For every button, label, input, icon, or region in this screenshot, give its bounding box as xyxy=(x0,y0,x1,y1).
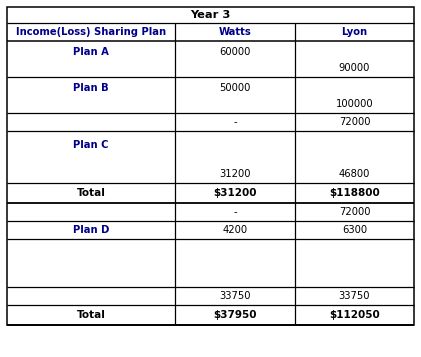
Text: Plan D: Plan D xyxy=(73,225,109,235)
Text: 31200: 31200 xyxy=(219,169,251,179)
Text: 60000: 60000 xyxy=(219,47,250,57)
Text: 4200: 4200 xyxy=(222,225,248,235)
Bar xyxy=(7,7,414,325)
Text: Plan A: Plan A xyxy=(73,47,109,57)
Text: 50000: 50000 xyxy=(219,83,250,93)
Text: 6300: 6300 xyxy=(342,225,367,235)
Text: Income(Loss) Sharing Plan: Income(Loss) Sharing Plan xyxy=(16,27,166,37)
Text: 72000: 72000 xyxy=(339,207,370,217)
Text: Plan C: Plan C xyxy=(73,140,109,150)
Text: -: - xyxy=(233,207,237,217)
Text: 33750: 33750 xyxy=(339,291,370,301)
Text: $112050: $112050 xyxy=(329,310,380,320)
Text: Total: Total xyxy=(77,310,105,320)
Text: 46800: 46800 xyxy=(339,169,370,179)
Text: $118800: $118800 xyxy=(329,188,380,198)
Text: Total: Total xyxy=(77,188,105,198)
Text: 90000: 90000 xyxy=(339,63,370,73)
Text: $31200: $31200 xyxy=(213,188,257,198)
Text: Watts: Watts xyxy=(218,27,251,37)
Text: -: - xyxy=(233,117,237,127)
Text: Plan B: Plan B xyxy=(73,83,109,93)
Text: Year 3: Year 3 xyxy=(190,10,231,20)
Text: $37950: $37950 xyxy=(213,310,257,320)
Text: Lyon: Lyon xyxy=(341,27,368,37)
Text: 72000: 72000 xyxy=(339,117,370,127)
Text: 100000: 100000 xyxy=(336,99,373,109)
Text: 33750: 33750 xyxy=(219,291,251,301)
